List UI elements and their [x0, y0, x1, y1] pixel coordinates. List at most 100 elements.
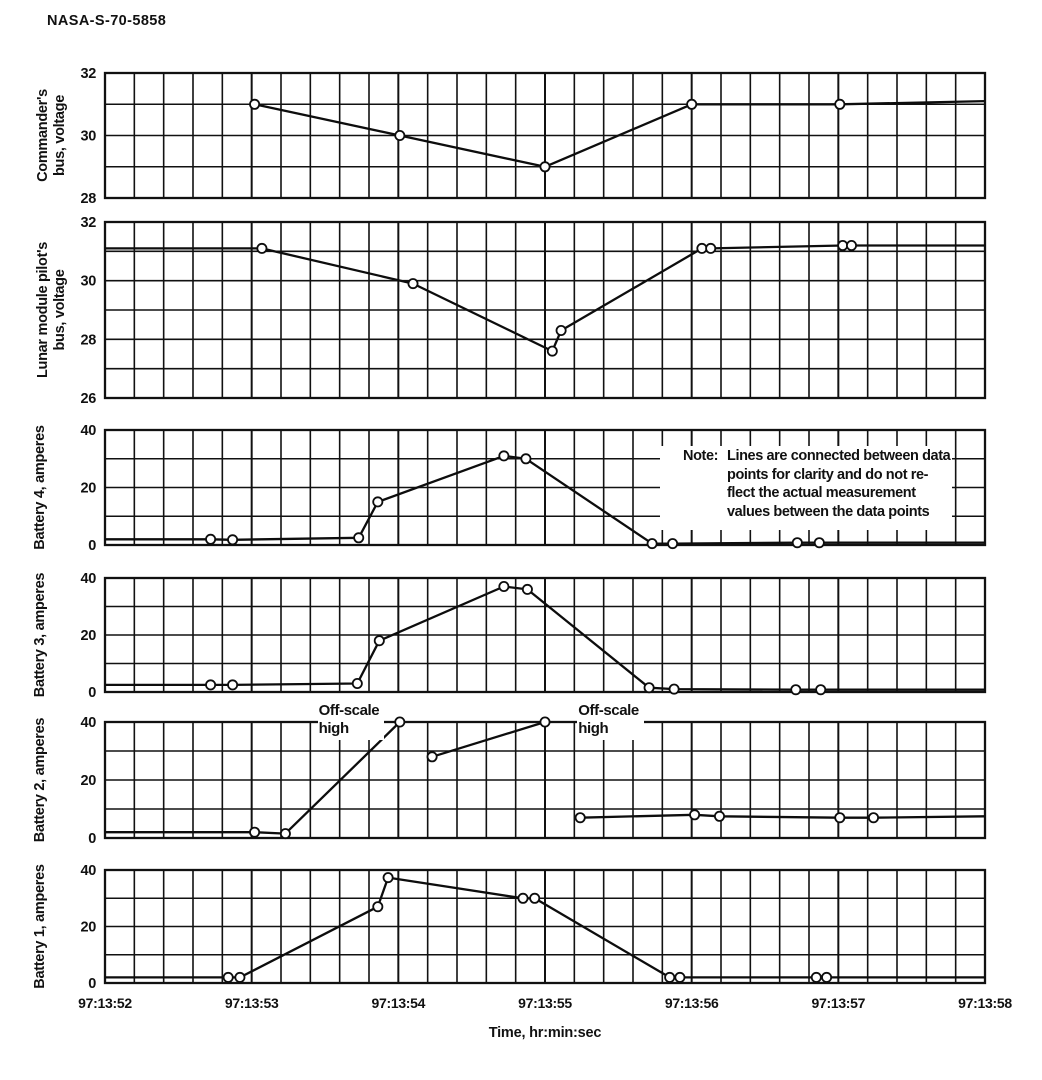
data-point-marker — [394, 716, 406, 728]
x-tick-label: 97:13:55 — [518, 995, 572, 1011]
data-point-marker — [517, 892, 529, 904]
y-tick-label: 40 — [80, 571, 96, 587]
note-line: Lines are connected between data — [727, 448, 951, 464]
x-tick-label: 97:13:57 — [812, 995, 866, 1011]
y-tick-label: 0 — [88, 538, 96, 554]
data-point-marker — [846, 239, 858, 251]
data-point-marker — [667, 538, 679, 550]
data-point-marker — [498, 450, 510, 462]
data-point-marker — [279, 828, 291, 840]
panel-border — [103, 220, 987, 400]
data-point-marker — [222, 971, 234, 983]
data-point-marker — [790, 684, 802, 696]
off-scale-annotation: Off-scale high — [577, 701, 644, 740]
x-axis-title: Time, hr:min:sec — [489, 1025, 602, 1041]
y-tick-label: 28 — [80, 332, 96, 348]
y-tick-label: 30 — [80, 129, 96, 145]
panel-border — [103, 868, 987, 985]
panel-battery-3-amperes: 0 20 40 Battery 3, amperes — [32, 571, 987, 701]
data-point-marker — [382, 872, 394, 884]
panel-border — [103, 71, 987, 200]
y-tick-label: 26 — [80, 391, 96, 407]
off-scale-annotation-line: high — [318, 720, 349, 737]
y-tick-label: 20 — [80, 628, 96, 644]
data-point-marker — [205, 533, 217, 545]
panel-battery-2-amperes: 0 20 40 Battery 2, amperes — [32, 715, 987, 847]
data-point-marker — [868, 812, 880, 824]
x-tick-label: 97:13:56 — [665, 995, 719, 1011]
data-point-marker — [520, 453, 532, 465]
y-axis-label: Battery 1, amperes — [32, 864, 48, 989]
y-tick-label: 20 — [80, 920, 96, 936]
data-point-marker — [351, 678, 363, 690]
data-point-marker — [372, 901, 384, 913]
y-tick-label: 40 — [80, 423, 96, 439]
data-point-marker — [714, 810, 726, 822]
note-line: points for clarity and do not re- — [727, 466, 929, 483]
note-prefix: Note: — [683, 448, 719, 464]
data-point-marker — [234, 971, 246, 983]
data-line — [105, 721, 401, 835]
y-tick-label: 40 — [80, 715, 96, 731]
data-point-marker — [529, 892, 541, 904]
data-point-marker — [834, 98, 846, 110]
data-point-marker — [373, 635, 385, 647]
data-point-marker — [394, 129, 406, 141]
horizontal-gridlines — [105, 750, 985, 810]
data-point-marker — [227, 534, 239, 546]
data-point-marker — [686, 98, 698, 110]
data-point-marker — [696, 242, 708, 254]
data-point-marker — [249, 826, 261, 838]
panel-border — [103, 576, 987, 694]
data-point-marker — [643, 682, 655, 694]
horizontal-gridlines — [105, 250, 985, 370]
data-point-marker — [539, 161, 551, 173]
data-line — [431, 720, 546, 758]
x-tick-label: 97:13:52 — [78, 995, 132, 1011]
x-tick-label: 97:13:53 — [225, 995, 279, 1011]
data-point-marker — [407, 278, 419, 290]
y-tick-label: 30 — [80, 274, 96, 290]
data-point-marker — [521, 583, 533, 595]
data-point-marker — [205, 679, 217, 691]
data-point-marker — [574, 812, 586, 824]
horizontal-gridlines — [105, 605, 985, 665]
data-point-marker — [227, 679, 239, 691]
y-tick-label: 32 — [80, 66, 96, 82]
data-point-marker — [249, 98, 261, 110]
report-id: NASA-S-70-5858 — [47, 13, 167, 29]
data-point-marker — [372, 496, 384, 508]
data-point-marker — [426, 751, 438, 763]
data-point-marker — [810, 971, 822, 983]
y-tick-label: 0 — [88, 685, 96, 701]
off-scale-annotation-line: Off-scale — [578, 702, 639, 719]
y-tick-label: 0 — [88, 976, 96, 992]
y-tick-label: 20 — [80, 481, 96, 497]
panel-border — [103, 428, 987, 547]
y-tick-label: 0 — [88, 831, 96, 847]
off-scale-annotation: Off-scale high — [317, 701, 385, 740]
data-point-marker — [668, 683, 680, 695]
panel-battery-1-amperes: 0 20 40 Battery 1, amperes — [32, 863, 987, 992]
data-point-marker — [689, 809, 701, 821]
data-line — [580, 813, 986, 819]
measurement-note: Note: Lines are connected between data po… — [660, 446, 952, 530]
y-axis-label: Battery 4, amperes — [32, 425, 48, 550]
y-axis-label: Battery 2, amperes — [32, 718, 48, 843]
note-line: values between the data points — [727, 503, 930, 520]
note-line: flect the actual measurement — [727, 485, 916, 501]
note-body: Lines are connected between data points f… — [727, 447, 952, 521]
data-point-marker — [791, 537, 803, 549]
horizontal-gridlines — [105, 897, 985, 956]
off-scale-annotation-line: high — [578, 720, 609, 737]
y-tick-label: 32 — [80, 215, 96, 231]
data-point-marker — [256, 242, 268, 254]
data-point-marker — [815, 684, 827, 696]
data-point-marker — [664, 971, 676, 983]
y-axis-label: Battery 3, amperes — [32, 573, 48, 698]
data-point-marker — [837, 239, 849, 251]
data-point-marker — [498, 581, 510, 593]
y-axis-label: bus, voltage — [52, 95, 68, 176]
y-axis-label: Commander's — [35, 89, 51, 182]
